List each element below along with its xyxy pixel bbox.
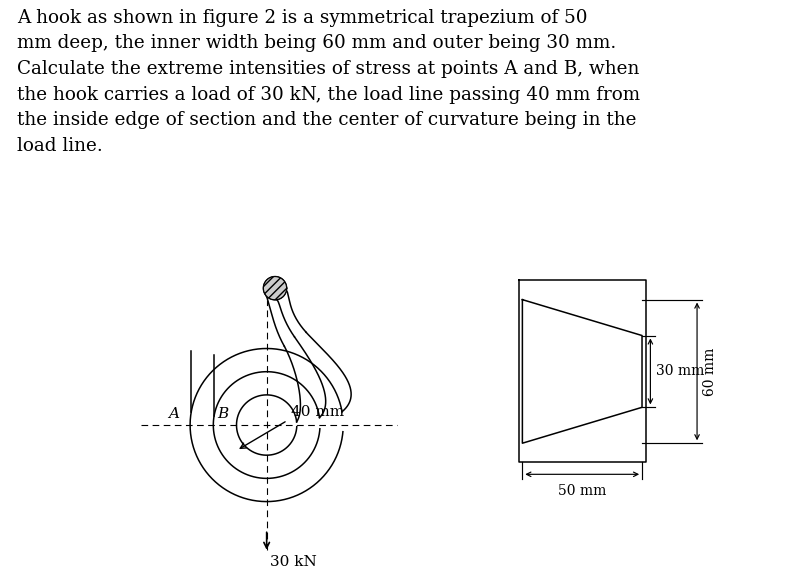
Text: 60 mm: 60 mm: [703, 347, 717, 396]
Ellipse shape: [263, 276, 287, 300]
Text: 40 mm: 40 mm: [291, 405, 344, 420]
Text: A: A: [169, 407, 180, 421]
Text: A hook as shown in figure 2 is a symmetrical trapezium of 50
mm deep, the inner : A hook as shown in figure 2 is a symmetr…: [17, 9, 641, 155]
Text: 30 kN: 30 kN: [270, 555, 317, 569]
Text: 30 mm: 30 mm: [657, 364, 704, 379]
Text: 50 mm: 50 mm: [558, 484, 607, 498]
Text: B: B: [217, 407, 228, 421]
